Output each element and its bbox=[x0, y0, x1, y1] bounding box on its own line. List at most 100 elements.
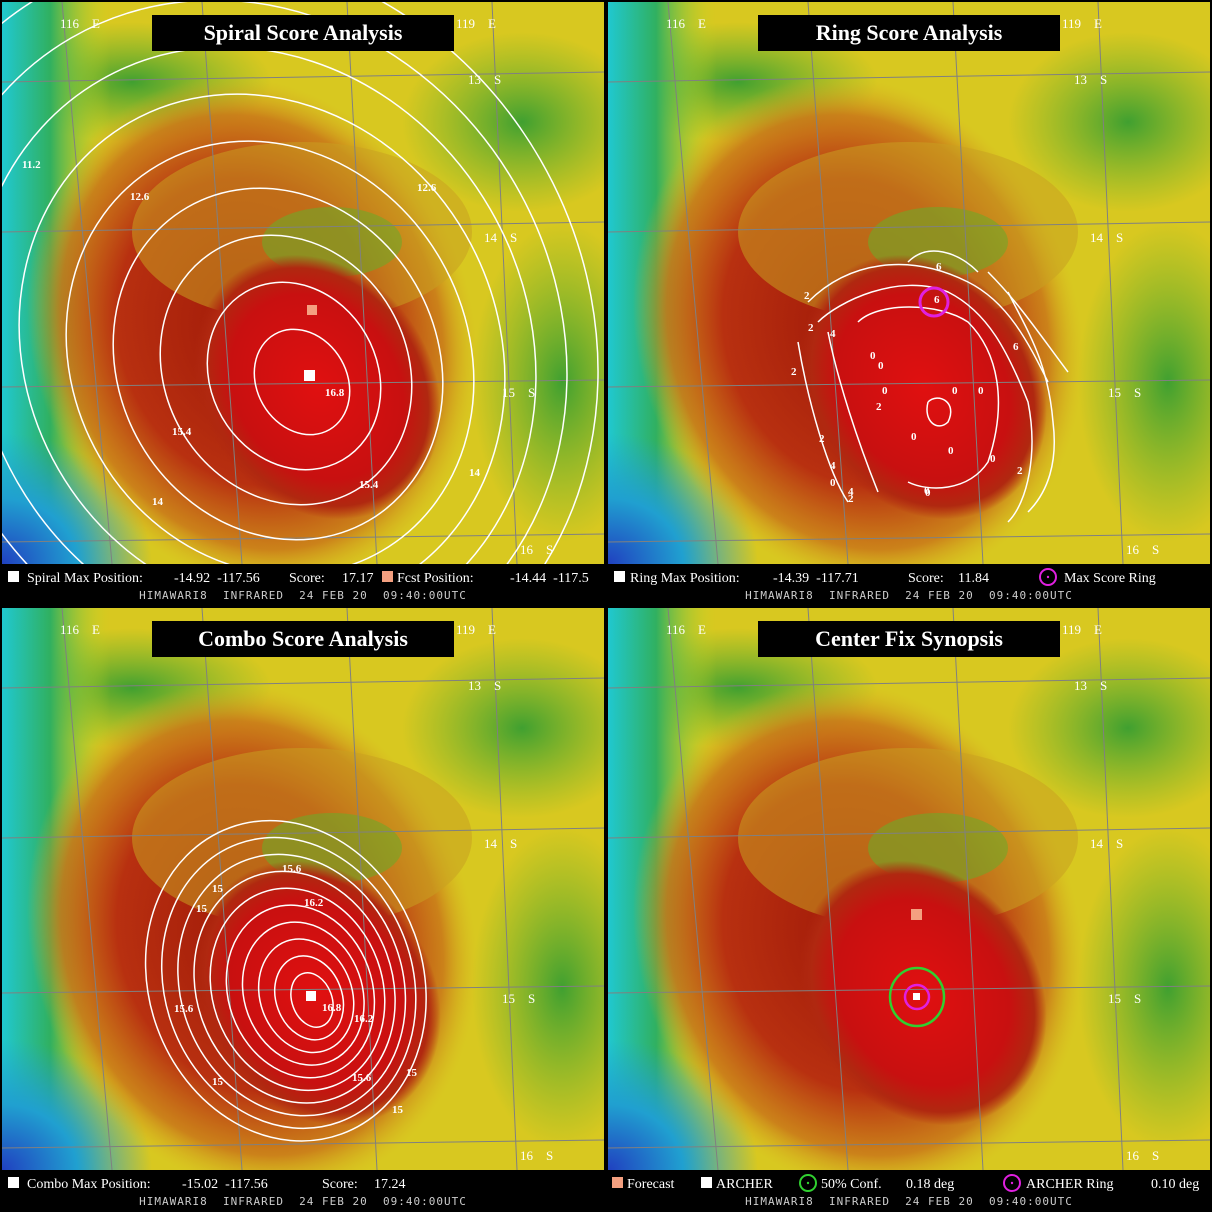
legend-text: 17.17 bbox=[342, 571, 374, 586]
legend-text: 0.18 deg bbox=[906, 1177, 954, 1192]
lat-label: 16 S bbox=[520, 542, 553, 557]
contour-label: 15 bbox=[212, 883, 224, 895]
contour bbox=[112, 187, 444, 541]
contour-label: 11.2 bbox=[22, 159, 41, 171]
footer: HIMAWARI8 INFRARED 24 FEB 20 09:40:00UTC bbox=[139, 1195, 467, 1208]
contour-label: 12.6 bbox=[417, 182, 437, 194]
legend-text: -14.92 -117.56 bbox=[174, 571, 260, 586]
satellite-image: 116 E 119 E 13 S 14 S 15 S 16 S bbox=[608, 608, 1210, 1170]
legend-bar bbox=[608, 1170, 1210, 1210]
lat-label: 14 S bbox=[484, 230, 517, 245]
contour bbox=[2, 2, 568, 564]
legend-text: Score: bbox=[289, 571, 325, 586]
legend-text: 0.10 deg bbox=[1151, 1177, 1199, 1192]
contour-label: 0 bbox=[882, 385, 888, 397]
legend-dot bbox=[806, 1181, 810, 1185]
panel-title: Combo Score Analysis bbox=[198, 626, 408, 651]
contours bbox=[2, 2, 599, 564]
legend-bar bbox=[608, 564, 1210, 604]
contour bbox=[857, 306, 1000, 489]
contour bbox=[177, 853, 407, 1117]
contour-label: 4 bbox=[848, 486, 854, 498]
contour bbox=[274, 955, 345, 1041]
lat-label: 16 S bbox=[1126, 1148, 1159, 1163]
lon-label: 119 E bbox=[1062, 622, 1102, 637]
legend-swatch bbox=[614, 571, 625, 582]
contour-label: 15.6 bbox=[352, 1072, 372, 1084]
confidence-ring bbox=[888, 966, 946, 1028]
archer-marker bbox=[913, 993, 920, 1000]
panel-title: Ring Score Analysis bbox=[816, 20, 1003, 45]
panel-title: Center Fix Synopsis bbox=[815, 626, 1003, 651]
contour-label: 0 bbox=[952, 385, 958, 397]
contour bbox=[797, 341, 849, 503]
contour-label: 4 bbox=[830, 460, 836, 472]
lat-label: 13 S bbox=[1074, 72, 1107, 87]
contour-label: 14 bbox=[152, 496, 164, 508]
contour bbox=[807, 263, 1049, 383]
lat-label: 14 S bbox=[484, 836, 517, 851]
contour-label: 2 bbox=[876, 401, 882, 413]
legend-ring bbox=[1003, 1174, 1021, 1192]
legend-text: -14.39 -117.71 bbox=[773, 571, 859, 586]
legend-text: -15.02 -117.56 bbox=[182, 1177, 268, 1192]
lat-label: 14 S bbox=[1090, 836, 1123, 851]
archer-ring bbox=[903, 983, 931, 1011]
legend-text: Spiral Max Position: bbox=[27, 571, 143, 586]
legend-ring bbox=[1039, 568, 1057, 586]
contour-label: 15.6 bbox=[174, 1003, 194, 1015]
contours bbox=[797, 250, 1069, 523]
contour-label: 6 bbox=[1013, 341, 1019, 353]
legend-swatch bbox=[701, 1177, 712, 1188]
lat-label: 13 S bbox=[468, 72, 501, 87]
lat-label: 15 S bbox=[502, 991, 535, 1006]
max-score-ring bbox=[918, 286, 950, 318]
contour bbox=[18, 93, 506, 564]
contour bbox=[2, 46, 537, 564]
legend-text: 11.84 bbox=[958, 571, 989, 586]
lat-label: 15 S bbox=[502, 385, 535, 400]
contour-label: 6 bbox=[934, 294, 940, 306]
contour-label: 0 bbox=[830, 477, 836, 489]
contour-label: 15 bbox=[406, 1067, 418, 1079]
legend-swatch bbox=[612, 1177, 623, 1188]
legend-text: Forecast bbox=[627, 1177, 675, 1192]
contour bbox=[209, 887, 386, 1092]
infrared-imagery bbox=[608, 2, 1210, 564]
max-marker bbox=[304, 370, 315, 381]
contour-label: 16.2 bbox=[354, 1013, 374, 1025]
max-marker bbox=[306, 991, 316, 1001]
contour-label: 0 bbox=[878, 360, 884, 372]
contour-label: 15.4 bbox=[172, 426, 192, 438]
contour bbox=[1007, 291, 1056, 513]
contour-label: 15.4 bbox=[359, 479, 379, 491]
legend-text: 17.24 bbox=[374, 1177, 406, 1192]
lon-label: 116 E bbox=[60, 622, 100, 637]
contour bbox=[159, 234, 413, 506]
lon-label: 119 E bbox=[1062, 16, 1102, 31]
contour-label: 0 bbox=[978, 385, 984, 397]
contour bbox=[206, 281, 382, 471]
footer: HIMAWARI8 INFRARED 24 FEB 20 09:40:00UTC bbox=[745, 1195, 1073, 1208]
contour-label: 2 bbox=[804, 290, 810, 302]
legend-bar bbox=[2, 1170, 604, 1210]
lat-label: 14 S bbox=[1090, 230, 1123, 245]
contour bbox=[2, 2, 599, 564]
panel-title: Spiral Score Analysis bbox=[204, 20, 403, 45]
legend-swatch bbox=[382, 571, 393, 582]
infrared-imagery bbox=[2, 608, 604, 1170]
contour bbox=[144, 819, 427, 1142]
contour bbox=[257, 938, 355, 1054]
contour-label: 6 bbox=[936, 261, 942, 273]
legend-dot bbox=[1010, 1181, 1014, 1185]
legend-text: ARCHER bbox=[716, 1177, 773, 1192]
legend-text: ARCHER Ring bbox=[1026, 1177, 1114, 1192]
contour bbox=[907, 250, 979, 273]
lon-label: 116 E bbox=[666, 16, 706, 31]
contour-label: 0 bbox=[990, 453, 996, 465]
forecast-marker bbox=[307, 305, 317, 315]
title-box bbox=[758, 621, 1060, 657]
lat-label: 16 S bbox=[1126, 542, 1159, 557]
